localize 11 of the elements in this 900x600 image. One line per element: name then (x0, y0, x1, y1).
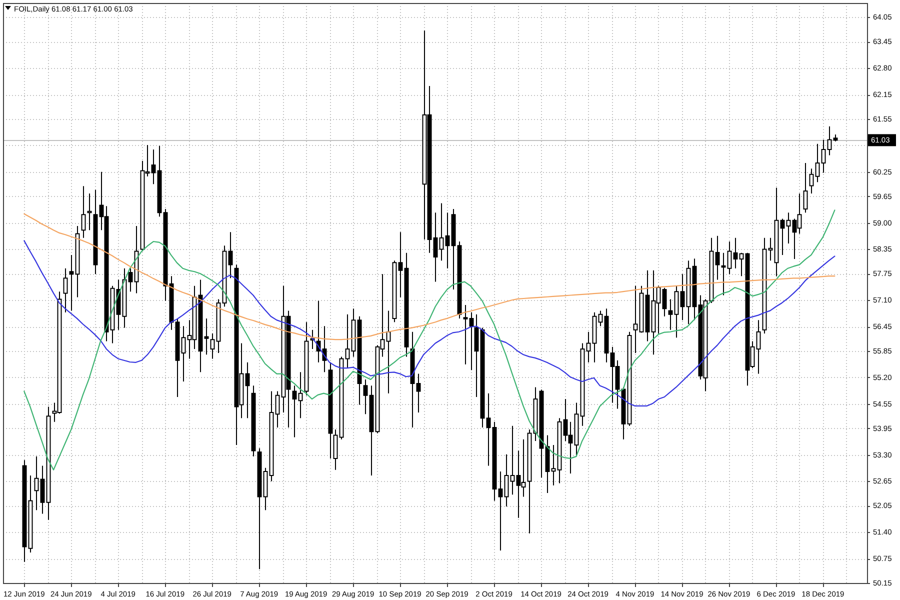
candlestick (803, 162, 808, 214)
candlestick (87, 192, 92, 231)
line-series (24, 213, 836, 340)
line-series (24, 240, 836, 406)
candlestick (63, 268, 68, 313)
candlestick (328, 362, 333, 459)
candlestick (304, 322, 309, 396)
candlestick (81, 186, 86, 238)
candlestick (251, 385, 256, 457)
line-series (24, 210, 836, 470)
candlestick (310, 329, 315, 350)
